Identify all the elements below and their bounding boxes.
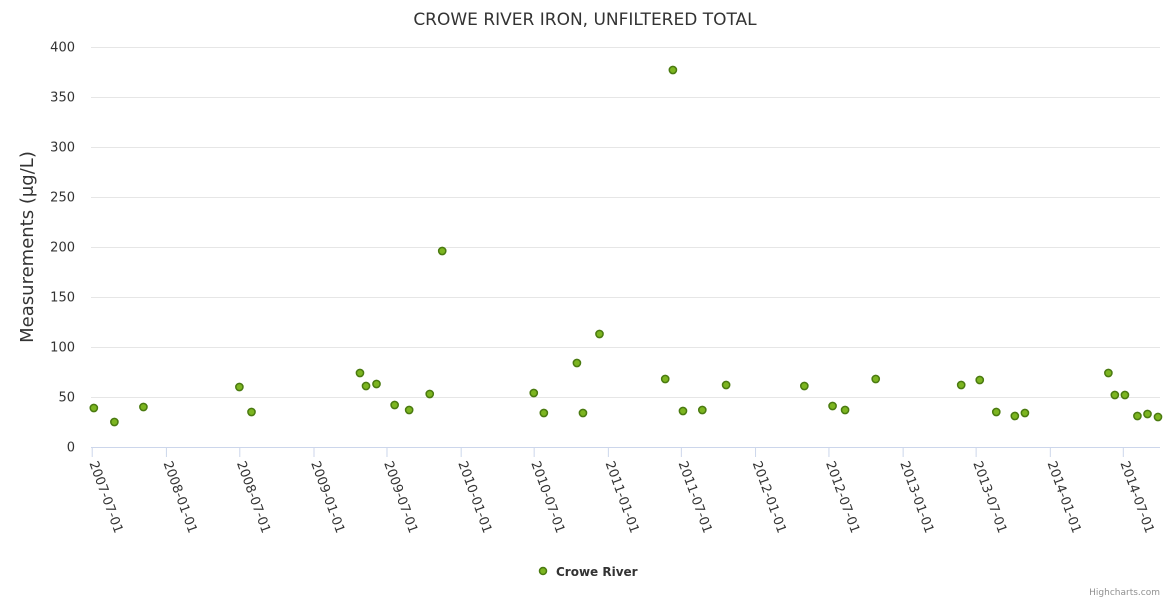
x-tick-label: 2011-01-01 (602, 459, 642, 535)
data-point (828, 401, 837, 411)
data-point (871, 374, 881, 384)
data-point (529, 388, 539, 398)
data-point (668, 65, 678, 75)
chart-title: CROWE RIVER IRON, UNFILTERED TOTAL (413, 10, 757, 30)
data-point (721, 380, 731, 390)
data-point (1104, 368, 1113, 378)
data-point (660, 374, 670, 384)
y-tick-label: 400 (50, 41, 75, 56)
data-point (1110, 390, 1120, 400)
y-tick-label: 50 (58, 391, 75, 406)
data-point (139, 402, 148, 412)
legend-marker-icon[interactable] (538, 566, 548, 576)
credits-link[interactable]: Highcharts.com (1089, 588, 1160, 598)
x-tick-label: 2008-01-01 (160, 459, 200, 535)
y-tick-label: 150 (50, 291, 75, 306)
data-point (991, 407, 1001, 417)
x-axis-ticks: 2007-07-01 2008-01-01 2008-07-01 2009-01-01… (85, 447, 1156, 535)
data-point (578, 408, 588, 418)
data-point (437, 246, 447, 256)
x-tick-label: 2013-01-01 (896, 459, 936, 535)
y-tick-label: 300 (50, 141, 75, 156)
x-tick-label: 2013-07-01 (969, 459, 1009, 535)
data-points (89, 65, 1163, 427)
legend-label[interactable]: Crowe River (556, 565, 638, 579)
x-tick-label: 2012-07-01 (822, 459, 862, 535)
x-tick-label: 2007-07-01 (85, 459, 125, 535)
data-point (1120, 390, 1130, 400)
x-tick-label: 2011-07-01 (675, 459, 715, 535)
gridlines (91, 47, 1160, 398)
data-point (697, 405, 707, 415)
y-tick-label: 250 (50, 191, 75, 206)
data-point (1133, 411, 1142, 421)
y-tick-label: 100 (50, 341, 75, 356)
data-point (247, 407, 256, 417)
data-point (678, 406, 688, 416)
x-tick-label: 2014-07-01 (1117, 459, 1157, 535)
x-tick-label: 2010-01-01 (454, 459, 494, 535)
y-tick-label: 0 (67, 441, 75, 456)
data-point (425, 389, 435, 399)
data-point (361, 381, 371, 391)
y-axis-ticks: 0 50 100 150 200 250 300 350 400 (50, 41, 75, 456)
data-point (1010, 411, 1020, 421)
data-point (595, 329, 604, 339)
data-point (110, 417, 119, 427)
x-tick-label: 2010-07-01 (527, 459, 567, 535)
data-point (355, 368, 365, 378)
data-point (1020, 408, 1030, 418)
x-tick-label: 2009-01-01 (307, 459, 347, 535)
x-tick-label: 2014-01-01 (1044, 459, 1084, 535)
data-point (975, 375, 985, 385)
data-point (390, 400, 399, 410)
data-point (1153, 412, 1163, 422)
data-point (89, 403, 99, 413)
y-tick-label: 200 (50, 241, 75, 256)
data-point (799, 381, 809, 391)
x-tick-label: 2009-07-01 (380, 459, 420, 535)
data-point (539, 408, 549, 418)
data-point (404, 405, 414, 415)
data-point (372, 379, 381, 389)
y-tick-label: 350 (50, 91, 75, 106)
data-point (956, 380, 966, 390)
x-tick-label: 2012-01-01 (749, 459, 789, 535)
data-point (1143, 409, 1152, 419)
data-point (572, 358, 582, 368)
x-tick-label: 2008-07-01 (233, 459, 273, 535)
data-point (840, 405, 850, 415)
legend[interactable]: Crowe River (538, 565, 638, 579)
data-point (235, 382, 244, 392)
y-axis-label: Measurements (μg/L) (17, 151, 38, 343)
